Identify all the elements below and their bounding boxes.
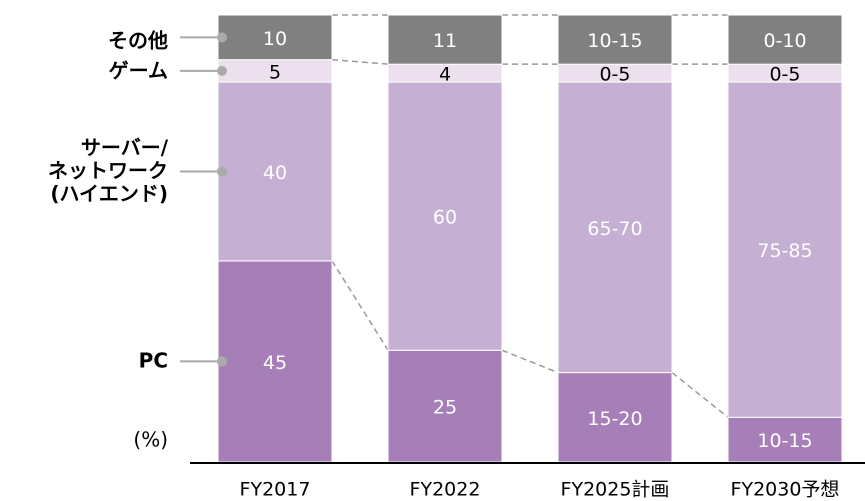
connector bbox=[331, 58, 389, 65]
value-label: 40 bbox=[263, 162, 287, 184]
bar-segment bbox=[387, 14, 503, 65]
value-label: 0-10 bbox=[763, 30, 806, 52]
value-label: 0-5 bbox=[769, 64, 800, 86]
legend-label: ゲーム bbox=[108, 58, 168, 83]
value-label: 10 bbox=[263, 28, 287, 50]
connector bbox=[671, 372, 729, 418]
x-tick-label: FY2022 bbox=[410, 479, 481, 501]
value-label: 10-15 bbox=[587, 30, 642, 52]
legend-label: その他 bbox=[108, 28, 168, 53]
legend-dot bbox=[217, 65, 227, 76]
value-label: 0-5 bbox=[599, 64, 630, 86]
legend-label: PC bbox=[138, 348, 168, 373]
value-label: 11 bbox=[433, 30, 457, 52]
legend-dot bbox=[217, 166, 227, 177]
legend-dot bbox=[217, 356, 227, 367]
x-tick-label: FY2030予想 bbox=[731, 479, 840, 501]
x-tick-label: FY2025計画 bbox=[561, 479, 670, 501]
value-label: 25 bbox=[433, 397, 457, 419]
bar-segment bbox=[557, 372, 673, 463]
connector bbox=[501, 349, 559, 374]
bar-segment bbox=[557, 81, 673, 374]
legend-label: サーバー/ ネットワーク (ハイエンド) bbox=[48, 135, 168, 206]
value-label: 45 bbox=[263, 352, 287, 374]
value-label: 15-20 bbox=[587, 408, 642, 430]
value-label: 5 bbox=[269, 61, 281, 83]
x-tick-label: FY2017 bbox=[240, 479, 311, 501]
value-label: 65-70 bbox=[587, 218, 642, 240]
connector bbox=[331, 260, 389, 351]
legend-dot bbox=[217, 32, 227, 43]
value-label: 75-85 bbox=[757, 240, 812, 262]
bar-segment bbox=[727, 81, 843, 418]
y-axis-label: (%) bbox=[133, 427, 168, 452]
value-label: 60 bbox=[433, 207, 457, 229]
bar-segment bbox=[387, 81, 503, 351]
bar-segment bbox=[727, 416, 843, 463]
bar-segment bbox=[727, 14, 843, 65]
value-label: 4 bbox=[439, 64, 451, 86]
value-label: 10-15 bbox=[757, 430, 812, 452]
bar-segment bbox=[557, 14, 673, 65]
